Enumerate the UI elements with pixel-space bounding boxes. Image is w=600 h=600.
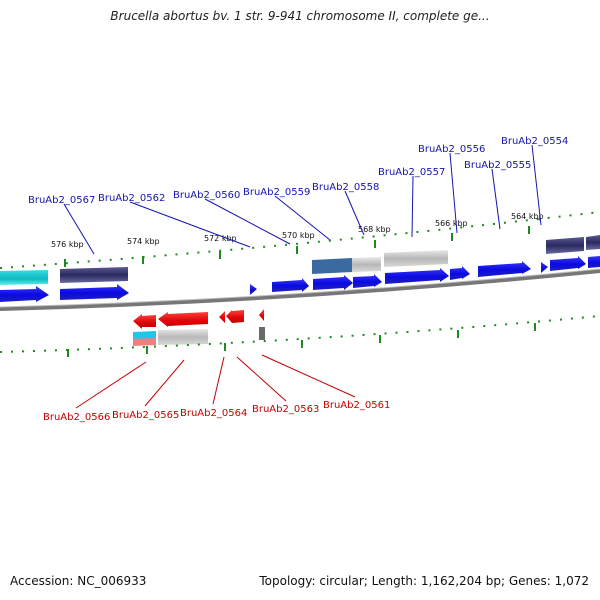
tick-label-568: 568 kbp — [358, 225, 391, 234]
accession-text: Accession: NC_006933 — [10, 574, 147, 588]
reverse-tick-track — [0, 315, 600, 357]
forward-cds-track — [0, 256, 600, 302]
forward-leader-lines — [63, 144, 542, 255]
topology-summary: Topology: circular; Length: 1,162,204 bp… — [259, 574, 589, 588]
gene-label-bruab2-0554[interactable]: BruAb2_0554 — [501, 136, 568, 147]
gene-label-bruab2-0555[interactable]: BruAb2_0555 — [464, 160, 531, 171]
reverse-cds-track — [133, 309, 264, 329]
map-title: Brucella abortus bv. 1 str. 9-941 chromo… — [110, 9, 490, 23]
tick-label-576: 576 kbp — [51, 240, 84, 249]
reverse-feature-track — [133, 327, 265, 346]
gene-label-bruab2-0562[interactable]: BruAb2_0562 — [98, 193, 165, 204]
gene-label-bruab2-0557[interactable]: BruAb2_0557 — [378, 167, 445, 178]
tick-label-572: 572 kbp — [204, 234, 237, 243]
gene-label-bruab2-0565[interactable]: BruAb2_0565 — [112, 410, 179, 421]
reverse-leader-lines — [75, 354, 356, 409]
gene-label-bruab2-0560[interactable]: BruAb2_0560 — [173, 190, 240, 201]
gene-label-bruab2-0566[interactable]: BruAb2_0566 — [43, 412, 110, 423]
forward-feature-track — [0, 235, 600, 285]
gene-label-bruab2-0558[interactable]: BruAb2_0558 — [312, 182, 379, 193]
tick-label-564: 564 kbp — [511, 212, 544, 221]
forward-tick-track — [0, 211, 600, 269]
tick-label-574: 574 kbp — [127, 237, 160, 246]
gene-label-bruab2-0559[interactable]: BruAb2_0559 — [243, 187, 310, 198]
gene-label-bruab2-0567[interactable]: BruAb2_0567 — [28, 195, 95, 206]
gene-label-bruab2-0564[interactable]: BruAb2_0564 — [180, 408, 247, 419]
gene-label-bruab2-0563[interactable]: BruAb2_0563 — [252, 404, 319, 415]
tick-label-570: 570 kbp — [282, 231, 315, 240]
chromosome-backbone — [0, 269, 600, 311]
gene-label-bruab2-0556[interactable]: BruAb2_0556 — [418, 144, 485, 155]
gene-label-bruab2-0561[interactable]: BruAb2_0561 — [323, 400, 390, 411]
tick-label-566: 566 kbp — [435, 219, 468, 228]
